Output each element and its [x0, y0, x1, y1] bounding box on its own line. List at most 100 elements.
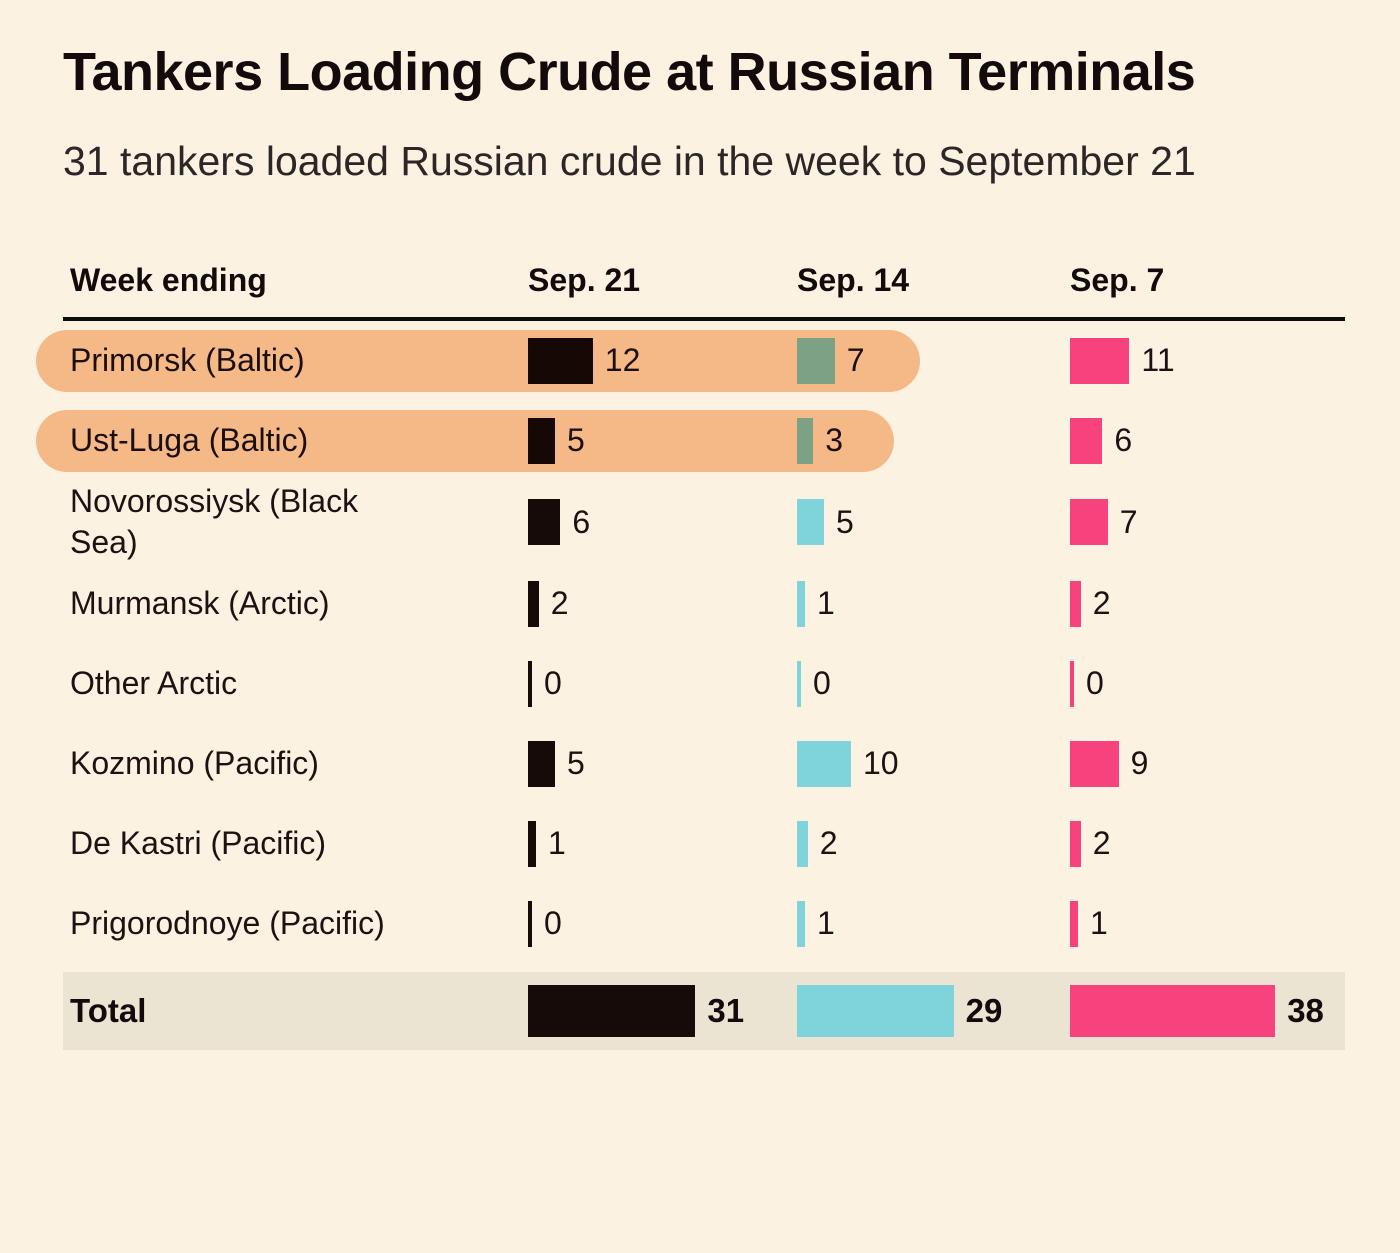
bar-value: 2 [819, 825, 838, 862]
bar-cell: 9 [1070, 740, 1345, 787]
bar-value: 0 [544, 665, 562, 702]
table-row: Primorsk (Baltic) 12 7 11 [36, 321, 1345, 401]
bar-value: 0 [544, 905, 562, 942]
bar-cell: 1 [528, 820, 797, 867]
table-row: Other Arctic 0 0 0 [63, 644, 1345, 724]
bar [1070, 337, 1130, 384]
bar-value: 3 [825, 422, 843, 459]
bar [528, 337, 593, 384]
row-label-text: De Kastri (Pacific) [70, 825, 327, 862]
total-value-sep-7: 38 [1287, 991, 1324, 1029]
bar [528, 740, 555, 787]
total-cell-sep-21: 31 [528, 984, 797, 1037]
bar [528, 900, 532, 947]
bar-value: 1 [1090, 905, 1108, 942]
table-row: Murmansk (Arctic) 2 1 2 [63, 564, 1345, 644]
bar-value: 2 [550, 585, 569, 622]
bar-cell: 2 [1070, 580, 1345, 627]
bar-cell: 7 [1070, 499, 1345, 546]
table-row: Novorossiysk (Black Sea) 6 5 7 [63, 481, 1345, 564]
row-label: Kozmino (Pacific) [63, 743, 528, 785]
row-label-text: Prigorodnoye (Pacific) [70, 905, 385, 942]
bar [1070, 900, 1078, 947]
tanker-table: Week ending Sep. 21 Sep. 14 Sep. 7 Primo… [36, 262, 1345, 1050]
bar-cell: 1 [797, 900, 1070, 947]
bar-cell: 7 [797, 337, 1070, 384]
bar [528, 820, 536, 867]
table-row: Prigorodnoye (Pacific) 0 1 1 [63, 884, 1345, 964]
bar-value: 7 [846, 342, 865, 379]
bar [797, 417, 814, 464]
bar-value: 12 [604, 342, 641, 379]
bar-value: 2 [1092, 585, 1111, 622]
bar-value: 9 [1130, 745, 1149, 782]
bar [797, 580, 805, 627]
total-row: Total 31 29 38 [63, 971, 1345, 1050]
bar-cell: 5 [528, 417, 797, 464]
bar-value: 6 [572, 503, 591, 540]
bar-cell: 2 [797, 820, 1070, 867]
row-label-text: Murmansk (Arctic) [70, 585, 330, 622]
bar [797, 900, 805, 947]
bar-cell: 10 [797, 740, 1070, 787]
bar [797, 740, 851, 787]
row-label: Ust-Luga (Baltic) [63, 420, 528, 462]
bar-value: 7 [1119, 503, 1138, 540]
bar [797, 337, 835, 384]
bar-cell: 1 [1070, 900, 1345, 947]
bar-cell: 1 [797, 580, 1070, 627]
table-row: Kozmino (Pacific) 5 10 9 [63, 724, 1345, 804]
row-label-text: Primorsk (Baltic) [70, 341, 305, 378]
row-label: Primorsk (Baltic) [63, 340, 528, 382]
bar-cell: 2 [528, 580, 797, 627]
bar-value: 5 [836, 503, 854, 540]
bar-value: 2 [1092, 825, 1111, 862]
bar-value: 0 [813, 665, 831, 702]
header-sep-14: Sep. 14 [797, 261, 910, 298]
bar-value: 1 [817, 905, 835, 942]
bar-cell: 5 [528, 740, 797, 787]
row-label-text: Other Arctic [70, 665, 238, 702]
chart-subtitle: 31 tankers loaded Russian crude in the w… [63, 138, 1196, 185]
header-sep-7: Sep. 7 [1070, 261, 1165, 298]
bar [1070, 740, 1119, 787]
bar [1070, 417, 1103, 464]
chart-title: Tankers Loading Crude at Russian Termina… [63, 42, 1196, 102]
total-bar-sep-14 [797, 984, 954, 1037]
bar [797, 660, 801, 707]
row-label: Other Arctic [63, 663, 528, 705]
bar-value: 11 [1141, 342, 1175, 379]
row-label: Murmansk (Arctic) [63, 583, 528, 625]
bar [528, 417, 555, 464]
total-cell-sep-14: 29 [797, 984, 1070, 1037]
row-label-text: Kozmino (Pacific) [70, 745, 319, 782]
bar [528, 580, 539, 627]
table-header: Week ending Sep. 21 Sep. 14 Sep. 7 [63, 262, 1345, 321]
total-cell-sep-7: 38 [1070, 984, 1345, 1037]
bar-value: 5 [567, 422, 585, 459]
bar-cell: 11 [1070, 337, 1345, 384]
bar-cell: 5 [797, 499, 1070, 546]
row-label-text: Ust-Luga (Baltic) [70, 421, 309, 458]
bar-value: 0 [1086, 665, 1104, 702]
bar-cell: 0 [797, 660, 1070, 707]
bar-cell: 2 [1070, 820, 1345, 867]
bar [528, 660, 532, 707]
total-bar-sep-7 [1070, 984, 1276, 1037]
bar-cell: 0 [528, 660, 797, 707]
bar-cell: 6 [528, 499, 797, 546]
bar-value: 1 [548, 825, 566, 862]
bar [797, 820, 808, 867]
row-label: Novorossiysk (Black Sea) [63, 481, 528, 564]
bar-cell: 12 [528, 337, 797, 384]
bar-value: 5 [567, 745, 585, 782]
total-value-sep-21: 31 [707, 991, 745, 1029]
bar [797, 499, 824, 546]
bar [1070, 660, 1074, 707]
row-label-text: Novorossiysk (Black Sea) [70, 482, 359, 561]
bar-value: 1 [817, 585, 835, 622]
bar-cell: 0 [1070, 660, 1345, 707]
bar [528, 499, 561, 546]
table-row: Ust-Luga (Baltic) 5 3 6 [36, 401, 1345, 481]
